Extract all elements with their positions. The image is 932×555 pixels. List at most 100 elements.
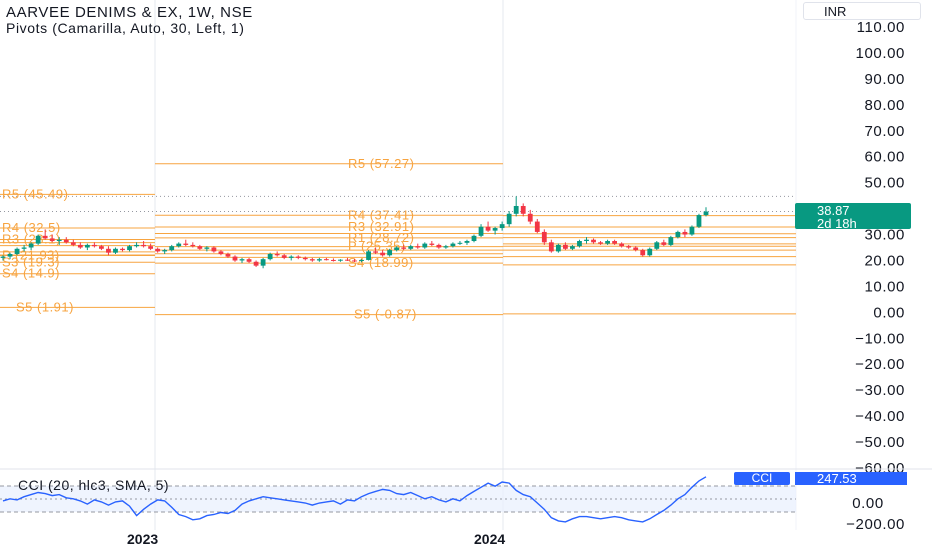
cci-tick-label: −200.00 bbox=[846, 516, 905, 533]
candle-body bbox=[0, 256, 6, 258]
x-tick-2024: 2024 bbox=[474, 531, 506, 547]
candle-body bbox=[626, 246, 632, 248]
chart-title: AARVEE DENIMS & EX, 1W, NSE bbox=[6, 4, 253, 21]
candle-body bbox=[647, 248, 653, 256]
candle-body bbox=[211, 247, 217, 252]
candle-body bbox=[436, 244, 442, 248]
candle-body bbox=[42, 235, 48, 239]
candles bbox=[0, 196, 709, 269]
candle-body bbox=[169, 246, 175, 251]
pivot-indicator-label[interactable]: Pivots (Camarilla, Auto, 30, Left, 1) bbox=[6, 20, 245, 36]
candle-body bbox=[373, 251, 378, 253]
candle-body bbox=[570, 246, 575, 249]
pivot-label-s3: S3 (19.3) bbox=[2, 254, 60, 269]
candle-body bbox=[281, 255, 287, 258]
candle-body bbox=[56, 239, 62, 242]
candle-body bbox=[239, 259, 245, 261]
candle-body bbox=[394, 247, 400, 251]
candle-body bbox=[598, 242, 603, 244]
last-price-tag: 38.87 2d 18h bbox=[795, 203, 911, 230]
candle-body bbox=[225, 253, 231, 257]
cci-band bbox=[0, 486, 796, 512]
candle-body bbox=[338, 259, 343, 261]
candle-body bbox=[478, 226, 484, 236]
cci-pane: 0.00 −200.00 bbox=[0, 468, 932, 533]
candle-body bbox=[563, 244, 568, 249]
candle-body bbox=[492, 228, 498, 231]
candle-body bbox=[520, 205, 526, 214]
candle-body bbox=[443, 246, 449, 248]
candle-body bbox=[63, 239, 69, 243]
candle-body bbox=[506, 213, 512, 225]
candle-body bbox=[274, 253, 280, 256]
candle-body bbox=[534, 221, 540, 232]
candle-body bbox=[28, 243, 34, 248]
y-tick-label: 90.00 bbox=[864, 71, 905, 88]
candle-body bbox=[457, 242, 463, 244]
candle-body bbox=[77, 244, 83, 248]
y-tick-label: 70.00 bbox=[864, 123, 905, 140]
pivot-label-s5: S5 (-0.87) bbox=[354, 307, 417, 322]
candle-body bbox=[141, 244, 146, 247]
price-axis: 110.00100.0090.0080.0070.0060.0050.0040.… bbox=[855, 19, 905, 477]
candle-body bbox=[612, 241, 618, 244]
pivot-label-r5: R5 (45.49) bbox=[2, 186, 68, 201]
candle-body bbox=[352, 260, 357, 262]
cci-series-tag: CCI bbox=[734, 472, 790, 485]
y-tick-label: 100.00 bbox=[856, 45, 905, 62]
cci-line bbox=[2, 476, 707, 523]
candle-body bbox=[499, 224, 505, 229]
candle-body bbox=[682, 231, 688, 235]
pivot-label-r5: R5 (57.27) bbox=[348, 156, 414, 171]
candle-body bbox=[246, 259, 252, 262]
candle-body bbox=[703, 211, 709, 216]
currency-selector[interactable]: INR bbox=[803, 2, 921, 20]
candle-body bbox=[640, 250, 646, 256]
candle-body bbox=[106, 248, 111, 253]
pivot-label-s5: S5 (1.91) bbox=[16, 299, 74, 314]
candle-body bbox=[422, 243, 428, 248]
cci-indicator-label[interactable]: CCI (20, hlc3, SMA, 5) bbox=[18, 477, 170, 493]
candle-body bbox=[190, 244, 196, 247]
y-tick-label: 60.00 bbox=[864, 149, 905, 166]
candle-body bbox=[120, 248, 125, 251]
candle-body bbox=[668, 237, 674, 245]
candle-body bbox=[450, 243, 456, 247]
y-tick-label: −20.00 bbox=[855, 356, 905, 373]
candle-body bbox=[696, 215, 702, 227]
candle-body bbox=[689, 226, 695, 235]
candle-body bbox=[464, 241, 470, 243]
candle-body bbox=[127, 246, 132, 251]
candle-body bbox=[232, 256, 238, 261]
candle-body bbox=[316, 259, 322, 261]
y-tick-label: 110.00 bbox=[857, 19, 905, 36]
candle-body bbox=[584, 239, 589, 242]
pivot-label-s4: S4 (14.9) bbox=[2, 266, 60, 281]
candle-body bbox=[359, 259, 364, 261]
candle-body bbox=[577, 241, 582, 247]
candle-body bbox=[331, 259, 336, 261]
y-tick-label: −30.00 bbox=[855, 382, 905, 399]
pivot-levels: R5 (45.49)R4 (32.5)R3 (28.1)P (21.93)S3 … bbox=[0, 156, 796, 322]
candle-body bbox=[288, 256, 294, 258]
candle-body bbox=[84, 244, 90, 248]
candle-body bbox=[91, 244, 97, 247]
candle-body bbox=[155, 248, 161, 252]
candle-body bbox=[366, 251, 371, 260]
candle-body bbox=[183, 243, 189, 245]
candle-body bbox=[162, 250, 168, 252]
y-tick-label: −10.00 bbox=[855, 330, 905, 347]
candle-body bbox=[253, 261, 259, 266]
candle-body bbox=[654, 242, 660, 249]
candle-body bbox=[35, 235, 41, 244]
candle-body bbox=[513, 205, 519, 214]
candle-body bbox=[295, 256, 301, 258]
candle-body bbox=[591, 239, 596, 243]
candle-body bbox=[309, 259, 315, 261]
candle-body bbox=[429, 243, 435, 245]
candle-body bbox=[70, 242, 76, 245]
candle-body bbox=[387, 250, 393, 256]
candle-body bbox=[661, 242, 667, 245]
